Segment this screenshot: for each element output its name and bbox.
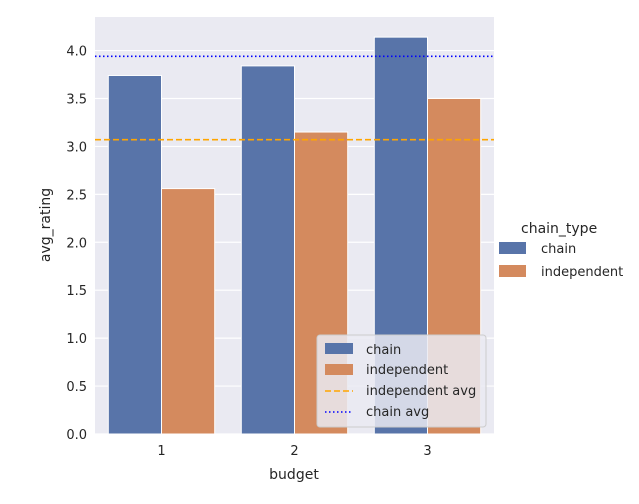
x-axis-label: budget (269, 467, 319, 483)
bar-independent-1 (161, 188, 216, 435)
y-tick-label: 0.5 (66, 380, 87, 395)
outer-legend-label-independent: independent (541, 265, 623, 280)
y-tick-label: 4.0 (66, 45, 87, 60)
inner-legend-label-chain: chain (366, 343, 401, 358)
y-tick-label: 0.0 (66, 428, 87, 443)
bar-chain-1 (107, 74, 163, 435)
inner-legend-label-independent-avg: independent avg (366, 384, 476, 399)
y-tick-label: 3.5 (66, 92, 87, 107)
y-tick-label: 2.0 (66, 236, 87, 251)
outer-legend-swatch-independent (499, 265, 526, 277)
reference-lines (95, 55, 494, 141)
outer-legend: chain_type chain independent (499, 221, 623, 280)
inner-legend: chain independent independent avg chain … (316, 334, 487, 428)
inner-legend-label-chain-avg: chain avg (366, 405, 429, 420)
x-tick-label: 3 (423, 444, 431, 459)
bars (107, 36, 482, 435)
x-tick-label: 1 (157, 444, 165, 459)
y-tick-labels: 0.0 0.5 1.0 1.5 2.0 2.5 3.0 3.5 4.0 (66, 45, 87, 443)
inner-legend-swatch-chain (325, 343, 353, 354)
y-tick-label: 1.0 (66, 332, 87, 347)
x-tick-label: 2 (290, 444, 298, 459)
inner-legend-label-independent: independent (366, 363, 448, 378)
inner-legend-box (316, 334, 487, 428)
bar-chain-2 (240, 65, 296, 435)
y-tick-label: 2.5 (66, 188, 87, 203)
y-tick-label: 3.0 (66, 140, 87, 155)
outer-legend-swatch-chain (499, 242, 526, 254)
x-tick-labels: 1 2 3 (157, 444, 431, 459)
y-tick-label: 1.5 (66, 284, 87, 299)
inner-legend-swatch-independent (325, 364, 353, 375)
outer-legend-title: chain_type (521, 221, 597, 237)
outer-legend-label-chain: chain (541, 242, 576, 257)
y-axis-label: avg_rating (38, 188, 54, 262)
